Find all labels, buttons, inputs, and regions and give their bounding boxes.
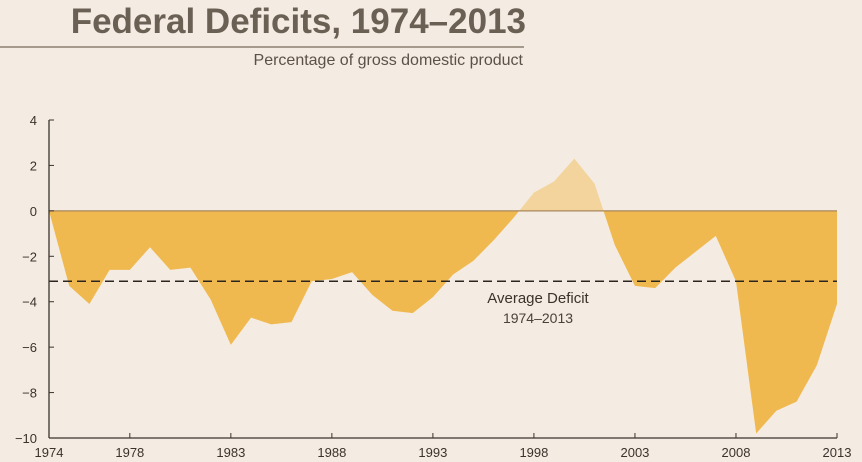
x-tick-label: 1998 (519, 445, 548, 460)
y-tick-label: −2 (22, 249, 37, 264)
x-tick-label: 1993 (418, 445, 447, 460)
x-tick-label: 1974 (35, 445, 64, 460)
x-tick-label: 2003 (620, 445, 649, 460)
x-tick-label: 2008 (722, 445, 751, 460)
y-tick-label: 4 (30, 113, 37, 128)
y-tick-label: −4 (22, 295, 37, 310)
chart-title: Federal Deficits, 1974–2013 (70, 2, 526, 41)
average-deficit-label: Average Deficit (487, 290, 589, 307)
y-tick-label: 2 (30, 158, 37, 173)
area-layer (49, 158, 837, 434)
y-tick-label: −6 (22, 340, 37, 355)
x-tick-label: 1978 (115, 445, 144, 460)
x-tick-label: 1988 (317, 445, 346, 460)
x-tick-label: 2013 (823, 445, 852, 460)
deficit-area (49, 210, 837, 434)
y-tick-label: 0 (30, 204, 37, 219)
y-tick-label: −8 (22, 386, 37, 401)
y-tick-label: −10 (15, 431, 37, 446)
title-divider (0, 46, 524, 48)
surplus-area (49, 158, 837, 211)
chart-subtitle: Percentage of gross domestic product (253, 52, 523, 69)
average-deficit-sublabel: 1974–2013 (503, 310, 573, 326)
x-tick-label: 1983 (216, 445, 245, 460)
